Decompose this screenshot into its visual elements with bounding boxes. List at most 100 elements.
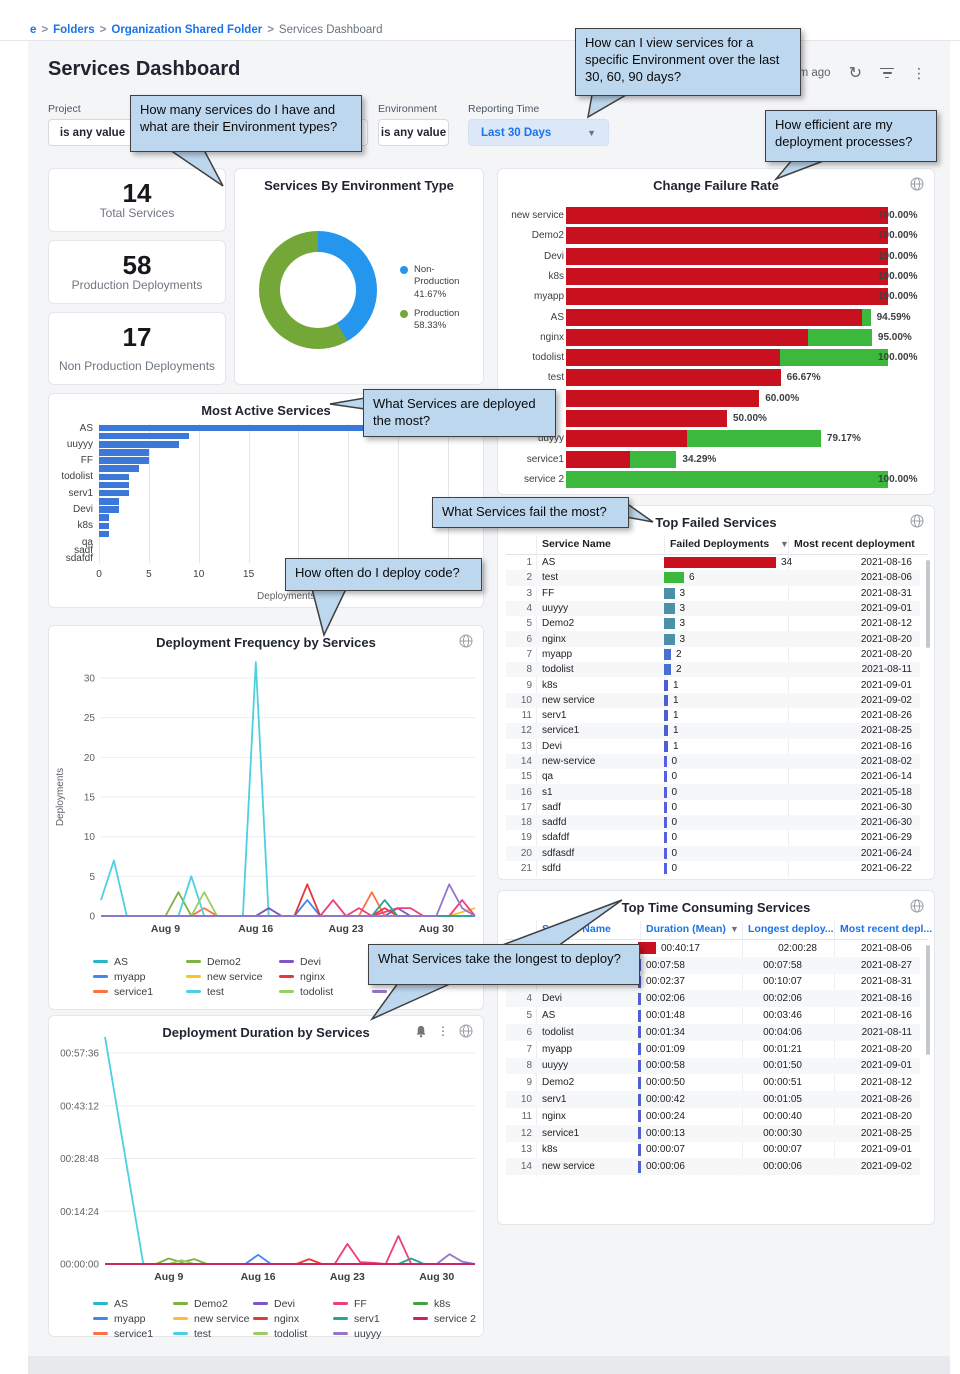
legend-item-service1[interactable]: service1: [93, 1326, 173, 1341]
table-row[interactable]: 2 test 6 2021-08-06: [506, 570, 920, 586]
table-row[interactable]: 5 Demo2 3 2021-08-12: [506, 616, 920, 631]
table-row[interactable]: 5 AS 00:01:48 00:03:46 2021-08-16: [506, 1007, 920, 1024]
series-line-test[interactable]: [104, 1036, 475, 1265]
legend-item-myapp[interactable]: myapp: [93, 969, 186, 984]
sort-chevron-icon[interactable]: ▼: [780, 539, 789, 549]
cfr-row[interactable]: new service 100.00%: [510, 207, 924, 224]
table-row[interactable]: 9 Demo2 00:00:50 00:00:51 2021-08-12: [506, 1074, 920, 1091]
cfr-bar[interactable]: [566, 288, 888, 306]
cfr-bar[interactable]: [566, 308, 871, 326]
cfr-row[interactable]: nginx 95.00%: [510, 328, 924, 346]
legend-item-Demo2[interactable]: Demo2: [173, 1296, 253, 1311]
table-row[interactable]: 21 sdfd 0 2021-06-22: [506, 861, 920, 876]
table-row[interactable]: 19 sdafdf 0 2021-06-29: [506, 830, 920, 845]
cfr-row[interactable]: service1 34.29%: [510, 450, 924, 468]
active-service-bar[interactable]: [99, 432, 189, 440]
series-line-test[interactable]: [100, 661, 475, 917]
globe-icon[interactable]: [459, 1024, 473, 1038]
legend-item-AS[interactable]: AS: [93, 954, 186, 969]
legend-item-serv1[interactable]: serv1: [333, 1311, 413, 1326]
table-row[interactable]: 10 new service 1 2021-09-02: [506, 692, 920, 708]
kpi-non-production-deployments[interactable]: 17 Non Production Deployments: [48, 312, 226, 385]
cfr-bar[interactable]: [566, 207, 888, 224]
cfr-bar[interactable]: [566, 410, 727, 427]
legend-item-service1[interactable]: service1: [93, 984, 186, 999]
table-row[interactable]: 9 k8s 1 2021-09-01: [506, 677, 920, 692]
active-service-bar[interactable]: [99, 522, 109, 530]
table-row[interactable]: 6 nginx 3 2021-08-20: [506, 631, 920, 647]
legend-item-new-service[interactable]: new service: [173, 1311, 253, 1326]
donut-legend-item[interactable]: Non-Production 41.67%: [400, 264, 472, 301]
scrollbar[interactable]: [926, 560, 930, 648]
cfr-bar[interactable]: [566, 247, 888, 265]
cfr-bar[interactable]: [566, 267, 888, 285]
kpi-production-deployments[interactable]: 58 Production Deployments: [48, 240, 226, 304]
cfr-row[interactable]: test 66.67%: [510, 369, 924, 387]
cfr-bar[interactable]: [566, 369, 781, 387]
table-row[interactable]: 4 Devi 00:02:06 00:02:06 2021-08-16: [506, 990, 920, 1008]
active-service-bar[interactable]: [99, 498, 119, 505]
globe-icon[interactable]: [910, 514, 924, 528]
column-header-failed-deployments[interactable]: Failed Deployments: [670, 538, 770, 550]
legend-item-uuyyy[interactable]: uuyyy: [333, 1326, 413, 1341]
table-row[interactable]: 18 sadfd 0 2021-06-30: [506, 815, 920, 831]
legend-item-Devi[interactable]: Devi: [253, 1296, 333, 1311]
bell-icon[interactable]: [415, 1025, 427, 1038]
deployment-duration-chart[interactable]: 00:00:00 00:14:24 00:28:48 00:43:12 00:57:36…: [49, 1016, 485, 1292]
legend-item-uuyyy[interactable]: uuyyy: [372, 984, 465, 999]
series-line-FF[interactable]: [105, 1234, 475, 1265]
series-line-nginx[interactable]: [101, 883, 475, 917]
table-row[interactable]: 13 k8s 00:00:07 00:00:07 2021-09-01: [506, 1142, 920, 1159]
breadcrumb-item-folders[interactable]: Folders: [53, 24, 95, 36]
legend-item-test[interactable]: test: [173, 1326, 253, 1341]
kebab-menu-icon[interactable]: ⋮: [437, 1024, 449, 1038]
cfr-row[interactable]: k8s 100.00%: [510, 267, 924, 285]
table-row[interactable]: 14 new-service 0 2021-08-02: [506, 753, 920, 770]
kpi-total-services[interactable]: 14 Total Services: [48, 168, 226, 232]
active-service-bar[interactable]: [99, 441, 179, 448]
active-service-bar[interactable]: [99, 465, 139, 473]
table-row[interactable]: 1 AS 34 2021-08-16: [506, 555, 920, 570]
active-service-bar[interactable]: [99, 457, 149, 464]
table-row[interactable]: 3 FF 3 2021-08-31: [506, 586, 920, 601]
series-line-FF[interactable]: [101, 899, 476, 917]
active-service-bar[interactable]: [99, 424, 468, 432]
cfr-bar[interactable]: [566, 227, 888, 245]
table-row[interactable]: 4 uuyyy 3 2021-09-01: [506, 600, 920, 617]
cfr-row[interactable]: service 2 100.00%: [510, 470, 924, 488]
table-row[interactable]: 11 serv1 1 2021-08-26: [506, 708, 920, 723]
cfr-row[interactable]: Devi 100.00%: [510, 247, 924, 265]
legend-item-nginx[interactable]: nginx: [279, 969, 372, 984]
legend-item-new-service[interactable]: new service: [186, 969, 279, 984]
active-service-bar[interactable]: [99, 489, 129, 497]
legend-item-todolist[interactable]: todolist: [253, 1326, 333, 1341]
column-header-most-recent[interactable]: Most recent depl...: [840, 923, 933, 935]
globe-icon[interactable]: [910, 899, 924, 913]
kebab-menu-icon[interactable]: ⋮: [912, 64, 926, 81]
cfr-bar[interactable]: [566, 389, 760, 407]
cfr-bar[interactable]: [566, 349, 888, 367]
table-row[interactable]: 17 sadf 0 2021-06-30: [506, 800, 920, 815]
cfr-bar[interactable]: [566, 450, 677, 468]
breadcrumb-item-e[interactable]: e: [30, 24, 37, 36]
column-header-most-recent[interactable]: Most recent deployment: [794, 538, 915, 550]
sort-chevron-icon[interactable]: ▼: [730, 924, 739, 934]
table-row[interactable]: 12 service1 1 2021-08-25: [506, 723, 920, 739]
table-row[interactable]: 15 qa 0 2021-06-14: [506, 769, 920, 784]
globe-icon[interactable]: [910, 177, 924, 191]
cfr-row[interactable]: AS 94.59%: [510, 308, 924, 326]
legend-item-service-2[interactable]: service 2: [413, 1311, 493, 1326]
cfr-row[interactable]: 50.00%: [510, 410, 924, 427]
reporting-time-dropdown[interactable]: Last 30 Days ▼: [468, 119, 609, 146]
table-row[interactable]: 11 nginx 00:00:24 00:00:40 2021-08-20: [506, 1108, 920, 1125]
cfr-bar[interactable]: [566, 328, 872, 346]
column-header-service-name[interactable]: Service Name: [542, 923, 611, 935]
cfr-row[interactable]: uuyyy 79.17%: [510, 430, 924, 448]
legend-item-todolist[interactable]: todolist: [279, 984, 372, 999]
active-service-bar[interactable]: [99, 481, 129, 489]
active-service-bar[interactable]: [99, 449, 149, 456]
active-service-bar[interactable]: [99, 514, 109, 521]
environment-filter[interactable]: is any value: [378, 119, 449, 146]
cfr-row[interactable]: 60.00%: [510, 389, 924, 407]
legend-item-nginx[interactable]: nginx: [253, 1311, 333, 1326]
